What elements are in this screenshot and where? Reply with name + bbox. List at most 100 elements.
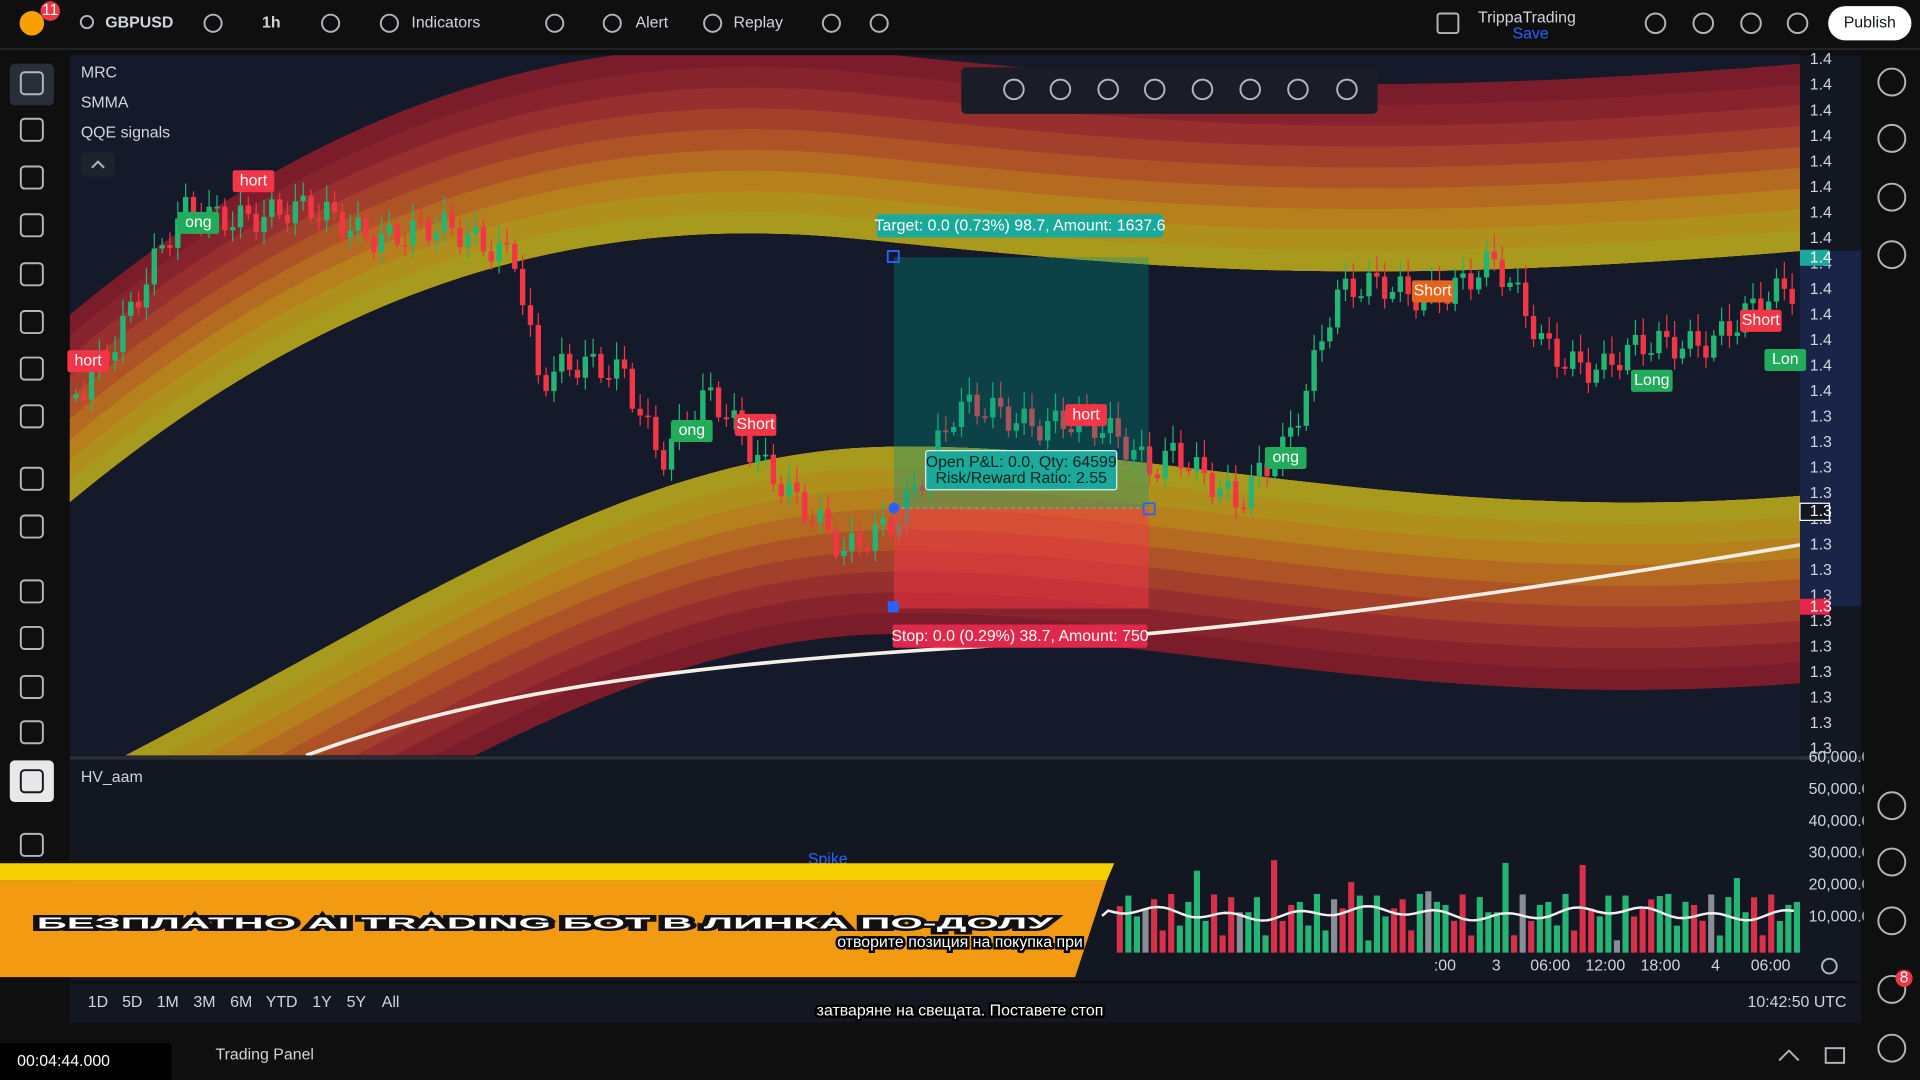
toolbar-icon[interactable] — [379, 13, 399, 33]
sidebar-icon[interactable] — [1877, 67, 1907, 97]
volume-bar — [1356, 895, 1363, 953]
candle-body — [621, 359, 628, 369]
tool-icon[interactable] — [19, 71, 44, 96]
toolbar-icon[interactable] — [1644, 12, 1667, 35]
candle-body — [441, 213, 447, 232]
tool-icon[interactable] — [19, 213, 44, 238]
range-button[interactable]: 5D — [122, 994, 142, 1011]
toolbar-icon[interactable] — [545, 13, 565, 33]
toolbar-icon[interactable] — [203, 13, 223, 33]
tool-icon[interactable] — [19, 674, 44, 699]
handle[interactable] — [888, 502, 900, 514]
sidebar-icon[interactable] — [1877, 1033, 1907, 1063]
indicator-name[interactable]: SMMA — [81, 95, 129, 112]
toolbar-icon[interactable] — [869, 13, 889, 33]
toolbar-indicators[interactable]: Indicators — [411, 14, 480, 31]
candle-body — [308, 195, 314, 219]
tool-icon[interactable] — [19, 832, 44, 857]
sidebar-icon[interactable] — [1877, 123, 1907, 153]
volume-bar — [1176, 925, 1183, 953]
settings-icon[interactable] — [1821, 957, 1838, 975]
layout-icon[interactable] — [1436, 12, 1460, 35]
volume-bar — [1288, 904, 1295, 953]
candle-body — [723, 417, 730, 420]
maximize-icon[interactable] — [1824, 1047, 1846, 1064]
sidebar-badge-bg — [1895, 969, 1913, 987]
candle-body — [990, 397, 996, 418]
range-button[interactable]: All — [382, 994, 400, 1011]
candle-body — [1342, 278, 1349, 290]
toolbar-icon[interactable] — [321, 13, 341, 33]
range-button[interactable]: 1D — [88, 994, 108, 1011]
publish-button[interactable] — [1828, 6, 1912, 41]
toolbar-button[interactable] — [1097, 78, 1119, 101]
range-button[interactable]: 3M — [193, 994, 215, 1011]
sidebar-icon[interactable] — [1877, 791, 1907, 821]
range-button[interactable]: 1M — [157, 994, 179, 1011]
volume-bar — [1331, 899, 1338, 953]
toolbar-symbol[interactable]: GBPUSD — [105, 14, 173, 31]
range-button[interactable]: YTD — [266, 994, 298, 1011]
toolbar-replay[interactable]: Replay — [733, 14, 783, 31]
publish-label[interactable]: Publish — [1844, 14, 1896, 31]
candle-body — [1201, 457, 1208, 474]
candle-body — [1711, 335, 1717, 358]
toolbar-button[interactable] — [1003, 78, 1025, 101]
toolbar-button[interactable] — [1239, 78, 1261, 101]
signal-label: hort — [1072, 406, 1100, 423]
sidebar-icon[interactable] — [1877, 182, 1907, 212]
volume-bar — [1408, 930, 1415, 953]
tool-icon[interactable] — [19, 165, 44, 190]
tool-icon[interactable] — [19, 310, 44, 335]
candle-body — [997, 397, 1004, 407]
sidebar-icon[interactable] — [1877, 906, 1907, 936]
toolbar-alert[interactable]: Alert — [636, 14, 669, 31]
tool-icon[interactable] — [19, 769, 44, 794]
sidebar-icon[interactable] — [1877, 240, 1907, 270]
tool-icon[interactable] — [19, 579, 44, 604]
bottom-tab[interactable]: Trading Panel — [216, 1047, 314, 1064]
candle-body — [598, 353, 604, 378]
range-button[interactable]: 1Y — [312, 994, 332, 1011]
handle[interactable] — [886, 250, 900, 263]
toolbar-icon[interactable] — [1740, 12, 1762, 35]
candle-body — [112, 352, 118, 361]
toolbar-icon[interactable] — [703, 13, 723, 33]
toolbar-interval[interactable]: 1h — [262, 14, 281, 31]
tool-icon[interactable] — [19, 720, 44, 745]
candle-body — [817, 509, 824, 522]
sidebar-icon[interactable] — [1877, 974, 1907, 1004]
toolbar-icon[interactable] — [602, 13, 622, 33]
tool-icon[interactable] — [19, 625, 44, 650]
indicator-name[interactable]: QQE signals — [81, 125, 170, 142]
range-button[interactable]: 6M — [230, 994, 252, 1011]
toolbar-icon[interactable] — [821, 13, 841, 33]
tool-icon[interactable] — [19, 262, 44, 287]
handle[interactable] — [1142, 502, 1156, 516]
toolbar-button[interactable] — [1336, 78, 1358, 101]
volume-bar — [1588, 908, 1595, 953]
tool-icon[interactable] — [19, 404, 44, 429]
toolbar-icon[interactable] — [1692, 12, 1715, 35]
price-label: 1.4 — [1810, 307, 1832, 324]
candle-body — [1193, 457, 1200, 472]
logo[interactable] — [19, 11, 45, 36]
tool-icon[interactable] — [19, 117, 44, 142]
toolbar-button[interactable] — [1287, 78, 1309, 101]
toolbar-button[interactable] — [1143, 78, 1166, 101]
position-tool[interactable]: Target: 0.0 (0.73%) 98.7, Amount: 1637.6… — [875, 214, 1166, 648]
tool-icon[interactable] — [19, 514, 44, 539]
sidebar-icon[interactable] — [1877, 847, 1907, 877]
indicator-name[interactable]: MRC — [81, 65, 117, 82]
toolbar-button[interactable] — [1191, 78, 1214, 101]
toolbar-icon[interactable] — [1786, 12, 1809, 35]
account-name[interactable]: TrippaTrading — [1478, 10, 1576, 27]
range-button[interactable]: 5Y — [347, 994, 367, 1011]
collapse-button[interactable] — [80, 151, 116, 177]
tool-icon[interactable] — [19, 356, 44, 381]
handle[interactable] — [887, 601, 899, 613]
tool-icon[interactable] — [19, 466, 44, 491]
toolbar-button[interactable] — [1049, 78, 1072, 101]
timestamp: 00:04:44.000 — [17, 1053, 110, 1070]
save-label[interactable]: Save — [1512, 25, 1548, 42]
